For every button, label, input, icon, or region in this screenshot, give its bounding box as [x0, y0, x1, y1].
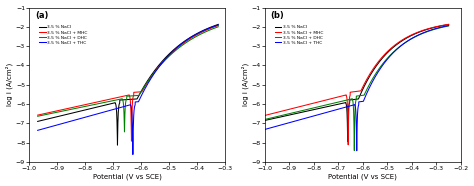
3.5 % NaCl + THC — [46, 126, 52, 128]
3.5 % NaCl + DHC — [336, 101, 341, 103]
3.5 % NaCl + MHC — [112, 97, 118, 99]
3.5 % NaCl — [349, 99, 355, 101]
3.5 % NaCl — [346, 111, 351, 113]
X-axis label: Potential (V vs SCE): Potential (V vs SCE) — [328, 174, 397, 180]
X-axis label: Potential (V vs SCE): Potential (V vs SCE) — [93, 174, 162, 180]
3.5 % NaCl — [100, 105, 106, 107]
3.5 % NaCl + THC — [127, 104, 133, 106]
3.5 % NaCl — [262, 119, 268, 121]
3.5 % NaCl + MHC — [272, 112, 278, 114]
3.5 % NaCl + DHC — [262, 118, 268, 121]
Text: (b): (b) — [271, 11, 284, 20]
3.5 % NaCl + THC — [357, 101, 363, 103]
3.5 % NaCl + DHC — [352, 110, 358, 112]
Line: 3.5 % NaCl + MHC: 3.5 % NaCl + MHC — [37, 25, 218, 141]
3.5 % NaCl + THC — [354, 150, 360, 152]
3.5 % NaCl + DHC — [355, 95, 361, 97]
3.5 % NaCl + THC — [357, 101, 363, 103]
3.5 % NaCl + THC — [35, 129, 40, 132]
3.5 % NaCl + MHC — [129, 105, 135, 107]
3.5 % NaCl + MHC — [126, 94, 131, 96]
3.5 % NaCl + THC — [215, 24, 221, 26]
3.5 % NaCl — [121, 99, 127, 101]
3.5 % NaCl — [330, 104, 336, 107]
3.5 % NaCl + DHC — [127, 95, 132, 97]
3.5 % NaCl + DHC — [215, 26, 221, 28]
3.5 % NaCl + DHC — [351, 149, 357, 152]
3.5 % NaCl + THC — [133, 101, 138, 103]
3.5 % NaCl + DHC — [46, 113, 51, 115]
3.5 % NaCl + MHC — [35, 114, 40, 116]
3.5 % NaCl + THC — [351, 104, 357, 106]
3.5 % NaCl + MHC — [46, 112, 52, 114]
3.5 % NaCl + THC — [337, 108, 343, 110]
3.5 % NaCl + DHC — [355, 95, 361, 97]
3.5 % NaCl + DHC — [122, 105, 128, 108]
Line: 3.5 % NaCl + MHC: 3.5 % NaCl + MHC — [265, 24, 448, 145]
3.5 % NaCl — [345, 140, 350, 142]
3.5 % NaCl + THC — [446, 24, 451, 27]
Line: 3.5 % NaCl + THC: 3.5 % NaCl + THC — [265, 25, 448, 151]
Line: 3.5 % NaCl + THC: 3.5 % NaCl + THC — [37, 25, 218, 155]
3.5 % NaCl + THC — [130, 153, 136, 156]
3.5 % NaCl + MHC — [446, 23, 451, 25]
Y-axis label: log i (A/cm²): log i (A/cm²) — [241, 63, 249, 106]
Legend: 3.5 % NaCl, 3.5 % NaCl + MHC, 3.5 % NaCl + DHC, 3.5 % NaCl + THC: 3.5 % NaCl, 3.5 % NaCl + MHC, 3.5 % NaCl… — [275, 25, 323, 45]
3.5 % NaCl + THC — [355, 114, 360, 117]
3.5 % NaCl — [349, 99, 355, 101]
Line: 3.5 % NaCl + DHC: 3.5 % NaCl + DHC — [37, 27, 218, 132]
3.5 % NaCl + MHC — [350, 91, 356, 93]
3.5 % NaCl + DHC — [35, 115, 40, 117]
3.5 % NaCl + MHC — [133, 91, 138, 93]
3.5 % NaCl + MHC — [346, 144, 351, 146]
3.5 % NaCl + DHC — [349, 98, 355, 100]
Legend: 3.5 % NaCl, 3.5 % NaCl + MHC, 3.5 % NaCl + DHC, 3.5 % NaCl + THC: 3.5 % NaCl, 3.5 % NaCl + MHC, 3.5 % NaCl… — [39, 25, 88, 45]
3.5 % NaCl — [342, 102, 348, 104]
3.5 % NaCl — [112, 102, 118, 104]
3.5 % NaCl + THC — [131, 115, 137, 118]
3.5 % NaCl + THC — [273, 125, 279, 127]
3.5 % NaCl + MHC — [346, 106, 352, 108]
3.5 % NaCl + THC — [133, 101, 138, 103]
Y-axis label: log i (A/cm²): log i (A/cm²) — [6, 63, 13, 106]
Line: 3.5 % NaCl: 3.5 % NaCl — [265, 25, 448, 141]
3.5 % NaCl + DHC — [273, 116, 279, 118]
3.5 % NaCl + MHC — [350, 91, 356, 93]
3.5 % NaCl — [121, 99, 127, 101]
3.5 % NaCl + DHC — [122, 131, 128, 133]
3.5 % NaCl + MHC — [128, 140, 134, 142]
3.5 % NaCl — [115, 144, 120, 146]
3.5 % NaCl — [272, 117, 278, 119]
3.5 % NaCl — [45, 118, 50, 120]
3.5 % NaCl + MHC — [330, 97, 336, 99]
3.5 % NaCl + THC — [262, 128, 268, 131]
3.5 % NaCl — [35, 120, 40, 123]
3.5 % NaCl + THC — [113, 108, 118, 110]
3.5 % NaCl + MHC — [133, 91, 138, 93]
3.5 % NaCl + DHC — [446, 25, 451, 27]
3.5 % NaCl — [215, 23, 221, 25]
3.5 % NaCl — [116, 111, 121, 114]
3.5 % NaCl — [446, 23, 451, 26]
Text: (a): (a) — [35, 11, 48, 20]
3.5 % NaCl + DHC — [119, 98, 125, 100]
3.5 % NaCl + MHC — [262, 114, 268, 117]
Line: 3.5 % NaCl: 3.5 % NaCl — [37, 24, 218, 145]
3.5 % NaCl + DHC — [127, 95, 132, 97]
Line: 3.5 % NaCl + DHC: 3.5 % NaCl + DHC — [265, 26, 448, 150]
3.5 % NaCl + MHC — [343, 94, 348, 96]
3.5 % NaCl + DHC — [106, 100, 111, 103]
3.5 % NaCl + MHC — [215, 24, 221, 27]
